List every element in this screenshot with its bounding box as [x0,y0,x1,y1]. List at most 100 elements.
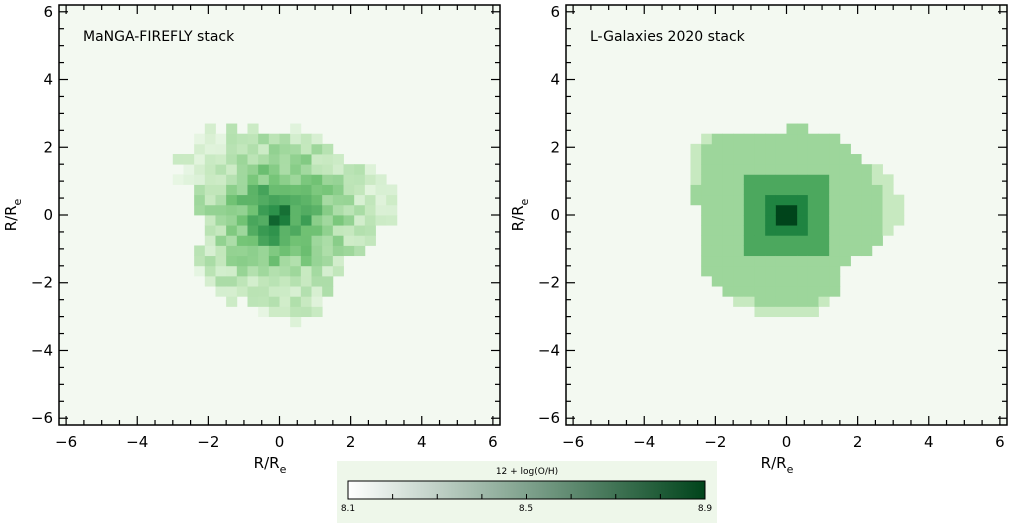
heatmap-cell [268,286,280,297]
heatmap-cell [871,174,883,185]
heatmap-cell [722,204,734,216]
heatmap-cell [279,204,291,216]
heatmap-cell [733,255,745,267]
y-axis-title-main: R/R [2,205,20,231]
heatmap-cell [722,225,734,236]
heatmap-cell [711,174,723,185]
heatmap-cell [268,143,280,155]
heatmap-cell [258,194,270,206]
heatmap-cell [775,133,787,145]
heatmap-cell [183,164,195,175]
heatmap-cell [194,143,206,155]
heatmap-cell [871,235,883,246]
heatmap-cell [807,275,819,287]
heatmap-cell [300,154,312,165]
heatmap-cell [850,184,862,196]
heatmap-cell [861,215,873,226]
heatmap-cell [268,133,280,145]
heatmap-cell [247,275,259,287]
heatmap-cell [215,133,227,145]
heatmap-cell [743,255,755,267]
heatmap-cell [354,204,366,216]
heatmap-cell [829,133,841,145]
heatmap-cell [711,235,723,246]
heatmap-cell [701,204,713,216]
heatmap-cell [861,184,873,196]
y-axis-title-main: R/R [509,205,527,231]
heatmap-cell [722,265,734,277]
heatmap-cell [818,275,830,287]
heatmap-cell [247,235,259,246]
heatmap-cell [722,215,734,226]
heatmap-cell [332,174,344,185]
heatmap-cell [258,265,270,277]
heatmap-cell [711,194,723,206]
heatmap-cell [861,235,873,246]
heatmap-cell [829,215,841,226]
x-axis-title-main: R/R [761,454,787,472]
heatmap-cell [829,164,841,175]
heatmap-cell [322,215,334,226]
heatmap-cell [797,174,809,185]
heatmap-cell [765,265,777,277]
heatmap-cell [311,275,323,287]
heatmap-cell [807,286,819,297]
heatmap-cell [268,306,280,318]
heatmap-cell [226,174,238,185]
heatmap-cell [226,133,238,145]
heatmap-cell [268,194,280,206]
heatmap-cell [722,245,734,257]
heatmap-cell [807,164,819,175]
heatmap-cell [829,194,841,206]
heatmap-cell [322,143,334,155]
heatmap-cell [204,225,216,236]
heatmap-cell [818,265,830,277]
heatmap-cell [215,265,227,277]
heatmap-cell [733,184,745,196]
heatmap-cell [807,306,819,318]
heatmap-cell [733,133,745,145]
heatmap-cell [258,255,270,267]
heatmap-cell [236,154,248,165]
y-tick-label: −2 [31,274,53,292]
heatmap-cell [247,174,259,185]
heatmap-cell [775,143,787,155]
heatmap-cell [743,204,755,216]
heatmap-cell [215,225,227,236]
heatmap-cell [733,235,745,246]
heatmap-cell [786,265,798,277]
heatmap-cell [204,123,216,135]
heatmap-cell [236,245,248,257]
heatmap-cell [754,215,766,226]
heatmap-cell [354,215,366,226]
heatmap-cell [311,286,323,297]
heatmap-cell [268,174,280,185]
heatmap-cell [754,204,766,216]
colorbar-title: 12 + log(O/H) [496,467,558,477]
heatmap-cell [290,174,302,185]
x-tick-label: −6 [562,433,584,451]
heatmap-cell [839,194,851,206]
heatmap-cell [322,164,334,175]
heatmap-cell [247,133,259,145]
heatmap-cell [236,204,248,216]
heatmap-cell [343,194,355,206]
heatmap-cell [279,286,291,297]
heatmap-cell [818,245,830,257]
heatmap-cell [722,174,734,185]
heatmap-cell [775,286,787,297]
heatmap-cell [733,275,745,287]
y-axis-title: R/Re [2,198,24,231]
heatmap-cell [268,296,280,307]
heatmap-cell [722,235,734,246]
heatmap-cell [290,275,302,287]
heatmap-cell [194,164,206,175]
heatmap-cell [754,133,766,145]
heatmap-cell [300,204,312,216]
y-tick-label: 4 [550,71,560,89]
heatmap-cell [765,164,777,175]
heatmap-cell [204,255,216,267]
heatmap-cell [754,275,766,287]
heatmap-cell [786,174,798,185]
heatmap-cell [194,245,206,257]
